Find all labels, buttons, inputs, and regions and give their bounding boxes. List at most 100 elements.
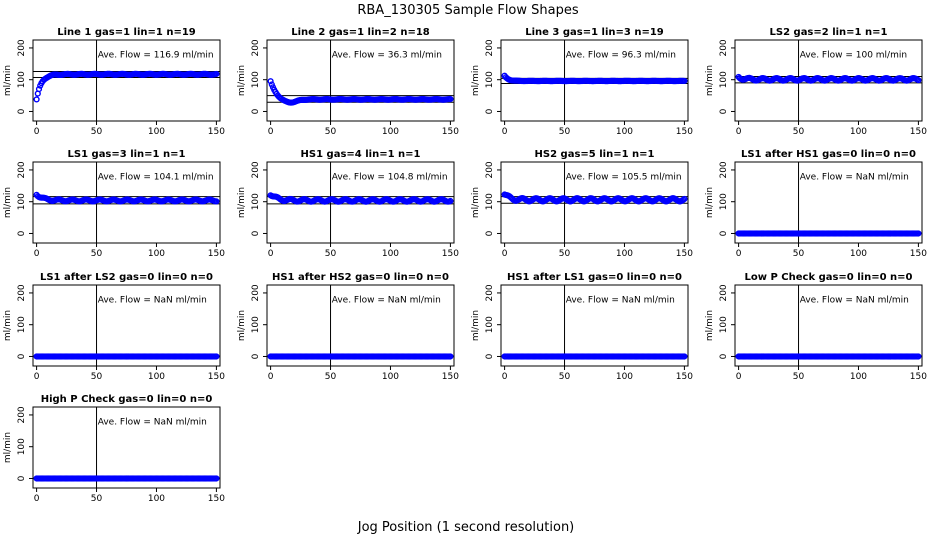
y-axis-label: ml/min — [237, 187, 247, 218]
y-tick-label: 200 — [719, 284, 729, 301]
ave-flow-annotation: Ave. Flow = 36.3 ml/min — [332, 50, 442, 60]
x-tick-label: 0 — [502, 127, 508, 137]
x-tick-label: 100 — [382, 372, 399, 382]
data-point — [213, 353, 220, 360]
chart-panel: Low P Check gas=0 lin=0 n=0 0 50 100 150 0 100… — [705, 272, 927, 382]
ave-flow-annotation: Ave. Flow = 105.5 ml/min — [566, 172, 682, 182]
y-axis-label: ml/min — [471, 65, 481, 96]
data-point — [33, 96, 40, 103]
y-tick-label: 100 — [17, 71, 27, 88]
figure-title: RBA_130305 Sample Flow Shapes — [357, 3, 578, 18]
panel-title: LS1 after HS1 gas=0 lin=0 n=0 — [741, 149, 916, 160]
y-tick-label: 100 — [719, 71, 729, 88]
data-points — [33, 353, 220, 360]
y-tick-label: 200 — [17, 406, 27, 423]
ave-flow-annotation: Ave. Flow = 116.9 ml/min — [98, 50, 214, 60]
data-point — [213, 198, 220, 205]
y-axis-label: ml/min — [237, 310, 247, 341]
x-tick-label: 100 — [148, 372, 165, 382]
plot-box — [500, 161, 689, 244]
chart-panel: HS2 gas=5 lin=1 n=1 0 50 100 150 0 100 200 ml/mi… — [471, 149, 693, 259]
data-point — [213, 70, 220, 78]
data-point — [447, 197, 454, 205]
y-axis-label: ml/min — [705, 187, 715, 218]
data-point — [915, 230, 922, 237]
data-points — [501, 353, 688, 360]
plot-box — [32, 406, 221, 489]
x-tick-label: 100 — [382, 249, 399, 259]
data-point — [35, 86, 43, 93]
y-tick-label: 0 — [251, 108, 261, 114]
x-tick-label: 100 — [382, 127, 399, 137]
y-tick-label: 200 — [17, 161, 27, 178]
y-tick-label: 200 — [485, 161, 495, 178]
x-tick-label: 50 — [91, 127, 103, 137]
chart-panel: High P Check gas=0 lin=0 n=0 0 50 100 150 0 10… — [3, 394, 225, 504]
y-tick-label: 0 — [719, 108, 729, 114]
data-point — [915, 353, 922, 360]
x-tick-label: 100 — [616, 127, 633, 137]
data-points — [33, 191, 220, 205]
x-tick-label: 50 — [793, 372, 805, 382]
x-tick-label: 150 — [442, 249, 459, 259]
ave-flow-annotation: Ave. Flow = 104.1 ml/min — [98, 172, 214, 182]
x-tick-label: 0 — [34, 494, 40, 504]
y-tick-label: 0 — [251, 230, 261, 236]
ave-flow-annotation: Ave. Flow = NaN ml/min — [566, 295, 675, 305]
x-tick-label: 50 — [559, 249, 571, 259]
x-tick-label: 0 — [736, 372, 742, 382]
y-tick-label: 200 — [719, 161, 729, 178]
panel-title: HS1 after HS2 gas=0 lin=0 n=0 — [272, 272, 449, 283]
y-tick-label: 100 — [251, 193, 261, 210]
data-points — [735, 230, 922, 237]
y-tick-label: 100 — [251, 316, 261, 333]
y-axis-label: ml/min — [237, 65, 247, 96]
x-tick-label: 150 — [208, 127, 225, 137]
data-point — [213, 475, 220, 482]
chart-panel: Line 1 gas=1 lin=1 n=19 0 50 100 150 0 100 200 m… — [3, 27, 225, 137]
y-tick-label: 0 — [17, 108, 27, 114]
x-tick-label: 50 — [793, 249, 805, 259]
y-tick-label: 0 — [485, 353, 495, 359]
plot-box — [500, 39, 689, 122]
x-tick-label: 100 — [148, 127, 165, 137]
data-points — [501, 191, 688, 205]
y-tick-label: 0 — [251, 353, 261, 359]
x-tick-label: 100 — [850, 372, 867, 382]
x-tick-label: 100 — [616, 249, 633, 259]
x-tick-label: 0 — [34, 249, 40, 259]
y-tick-label: 0 — [719, 353, 729, 359]
x-tick-label: 150 — [910, 127, 927, 137]
y-tick-label: 100 — [17, 438, 27, 455]
y-tick-label: 0 — [17, 353, 27, 359]
x-tick-label: 0 — [268, 249, 274, 259]
y-tick-label: 200 — [17, 284, 27, 301]
x-tick-label: 50 — [325, 249, 337, 259]
x-tick-label: 50 — [91, 494, 103, 504]
panel-title: LS1 after LS2 gas=0 lin=0 n=0 — [40, 272, 213, 283]
x-tick-label: 150 — [442, 372, 459, 382]
x-tick-label: 0 — [34, 372, 40, 382]
y-axis-label: ml/min — [3, 310, 13, 341]
data-point — [681, 353, 688, 360]
y-tick-label: 100 — [251, 71, 261, 88]
y-axis-label: ml/min — [471, 310, 481, 341]
panel-title: HS1 gas=4 lin=1 n=1 — [301, 149, 421, 160]
data-points — [735, 73, 922, 84]
x-tick-label: 150 — [910, 249, 927, 259]
plot-box — [32, 161, 221, 244]
x-tick-label: 0 — [268, 372, 274, 382]
y-tick-label: 100 — [719, 316, 729, 333]
plot-box — [32, 39, 221, 122]
x-tick-label: 50 — [559, 127, 571, 137]
data-points — [33, 475, 220, 482]
x-tick-label: 50 — [91, 249, 103, 259]
chart-panel: LS1 after HS1 gas=0 lin=0 n=0 0 50 100 150 0 1… — [705, 149, 927, 259]
y-tick-label: 100 — [485, 316, 495, 333]
x-tick-label: 100 — [850, 127, 867, 137]
ave-flow-annotation: Ave. Flow = NaN ml/min — [800, 172, 909, 182]
data-points — [735, 353, 922, 360]
chart-panel: HS1 gas=4 lin=1 n=1 0 50 100 150 0 100 200 ml/mi… — [237, 149, 459, 259]
data-points — [33, 70, 220, 103]
